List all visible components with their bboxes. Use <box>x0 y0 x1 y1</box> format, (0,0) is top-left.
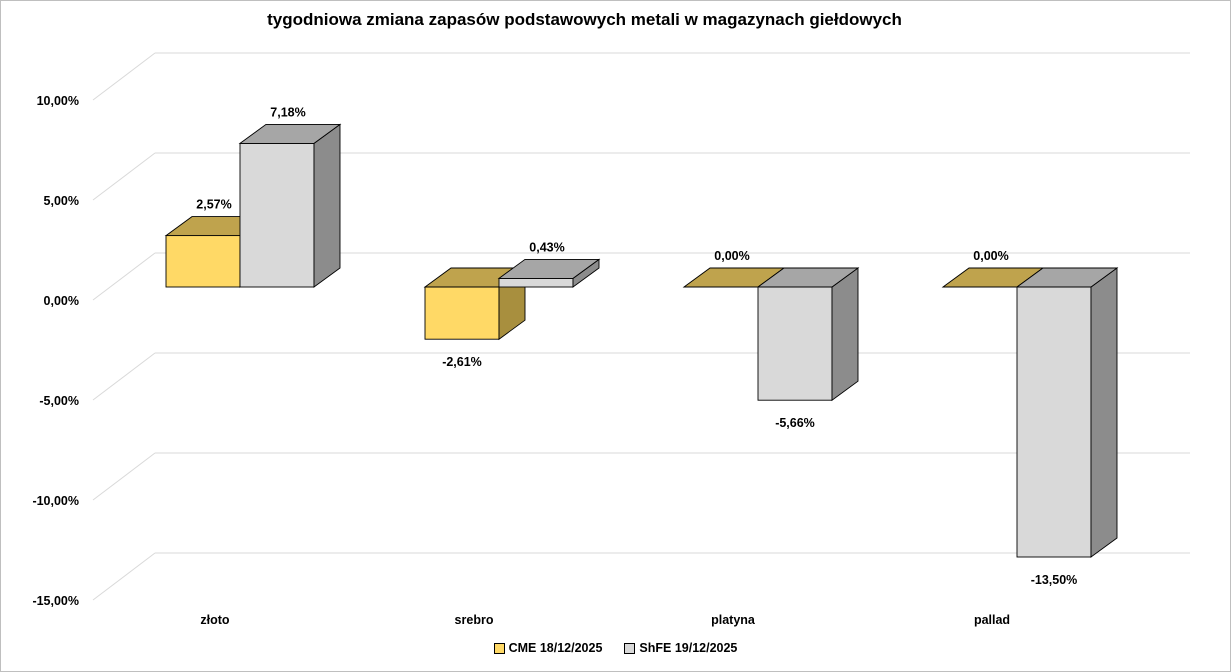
bar-front <box>165 235 241 288</box>
legend-label-cme: CME 18/12/2025 <box>508 641 603 655</box>
bar-front <box>1016 286 1092 558</box>
gridline-depth <box>92 452 156 501</box>
legend-item-cme: CME 18/12/2025 <box>493 641 603 655</box>
bar-side <box>831 267 859 402</box>
data-label: 0,00% <box>714 249 749 263</box>
y-tick-label: -15,00% <box>32 594 79 608</box>
category-label: pallad <box>974 613 1010 627</box>
bar-top <box>756 267 860 288</box>
data-label: -5,66% <box>775 416 815 430</box>
y-tick-label: 10,00% <box>37 94 79 108</box>
legend-item-shfe: ShFE 19/12/2025 <box>624 641 737 655</box>
data-label: 7,18% <box>270 105 305 119</box>
data-label: 0,43% <box>529 240 564 254</box>
category-label: srebro <box>455 613 494 627</box>
bar-front <box>498 277 574 288</box>
bar-top <box>238 123 342 144</box>
gridline-depth <box>92 52 156 101</box>
bar-front <box>239 142 315 288</box>
data-label: -13,50% <box>1031 573 1078 587</box>
bar-front <box>424 286 500 340</box>
category-label: złoto <box>200 613 230 627</box>
legend-label-shfe: ShFE 19/12/2025 <box>639 641 738 655</box>
y-tick-label: -10,00% <box>32 494 79 508</box>
legend: CME 18/12/2025 ShFE 19/12/2025 <box>0 641 1231 655</box>
gridline-depth <box>92 352 156 401</box>
bar-side <box>1090 267 1118 558</box>
bar-top <box>497 258 601 279</box>
gridline-depth <box>92 152 156 201</box>
gridline-depth <box>92 252 156 301</box>
bar-front <box>757 286 833 401</box>
legend-swatch-shfe <box>624 642 636 654</box>
data-label: 0,00% <box>973 249 1008 263</box>
legend-swatch-cme <box>493 642 505 654</box>
bar-side <box>313 123 341 288</box>
y-tick-label: 5,00% <box>44 194 79 208</box>
category-label: platyna <box>711 613 756 627</box>
data-label: 2,57% <box>196 198 231 212</box>
bar-top <box>1015 267 1119 288</box>
data-label: -2,61% <box>442 355 482 369</box>
chart-title: tygodniowa zmiana zapasów podstawowych m… <box>267 10 902 29</box>
y-tick-label: -5,00% <box>39 394 79 408</box>
gridline-depth <box>92 552 156 601</box>
y-tick-label: 0,00% <box>44 294 79 308</box>
